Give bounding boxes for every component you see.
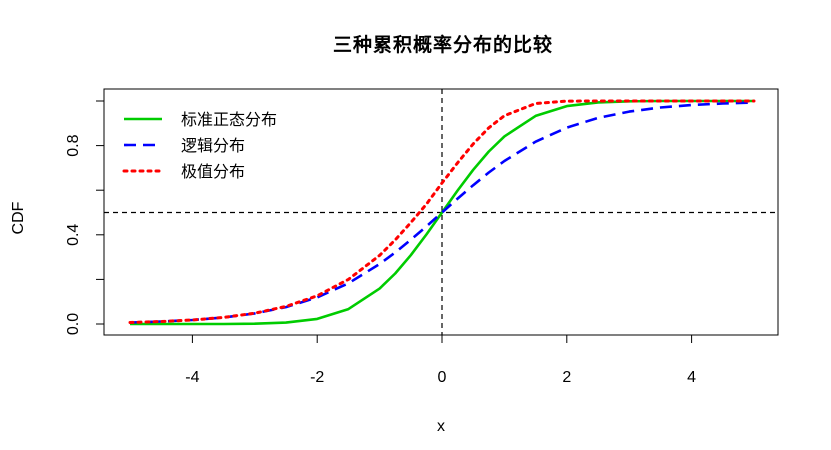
- x-axis-label: x: [437, 418, 445, 435]
- legend-label-2: 逻辑分布: [181, 136, 245, 155]
- x-tick-label: 4: [687, 369, 696, 386]
- y-axis: 0.0 0.4 0.8: [65, 100, 105, 335]
- y-axis-label: CDF: [10, 201, 27, 234]
- x-tick-label: 0: [438, 369, 447, 386]
- series-line-2: [129, 101, 755, 324]
- legend-label-3: 极值分布: [181, 162, 245, 181]
- chart-title: 三种累积概率分布的比较: [333, 33, 553, 56]
- x-tick-label: -4: [185, 369, 199, 386]
- series-group: [128, 99, 756, 326]
- legend-label-1: 标准正态分布: [181, 110, 277, 129]
- y-tick-label: 0.8: [65, 134, 82, 156]
- x-tick-label: -2: [310, 369, 324, 386]
- y-tick-label: 0.4: [65, 224, 82, 246]
- y-tick-label: 0.0: [65, 313, 82, 335]
- x-axis: -4 -2 0 2 4: [185, 334, 696, 386]
- series-line-3: [128, 99, 756, 324]
- x-tick-label: 2: [562, 369, 571, 386]
